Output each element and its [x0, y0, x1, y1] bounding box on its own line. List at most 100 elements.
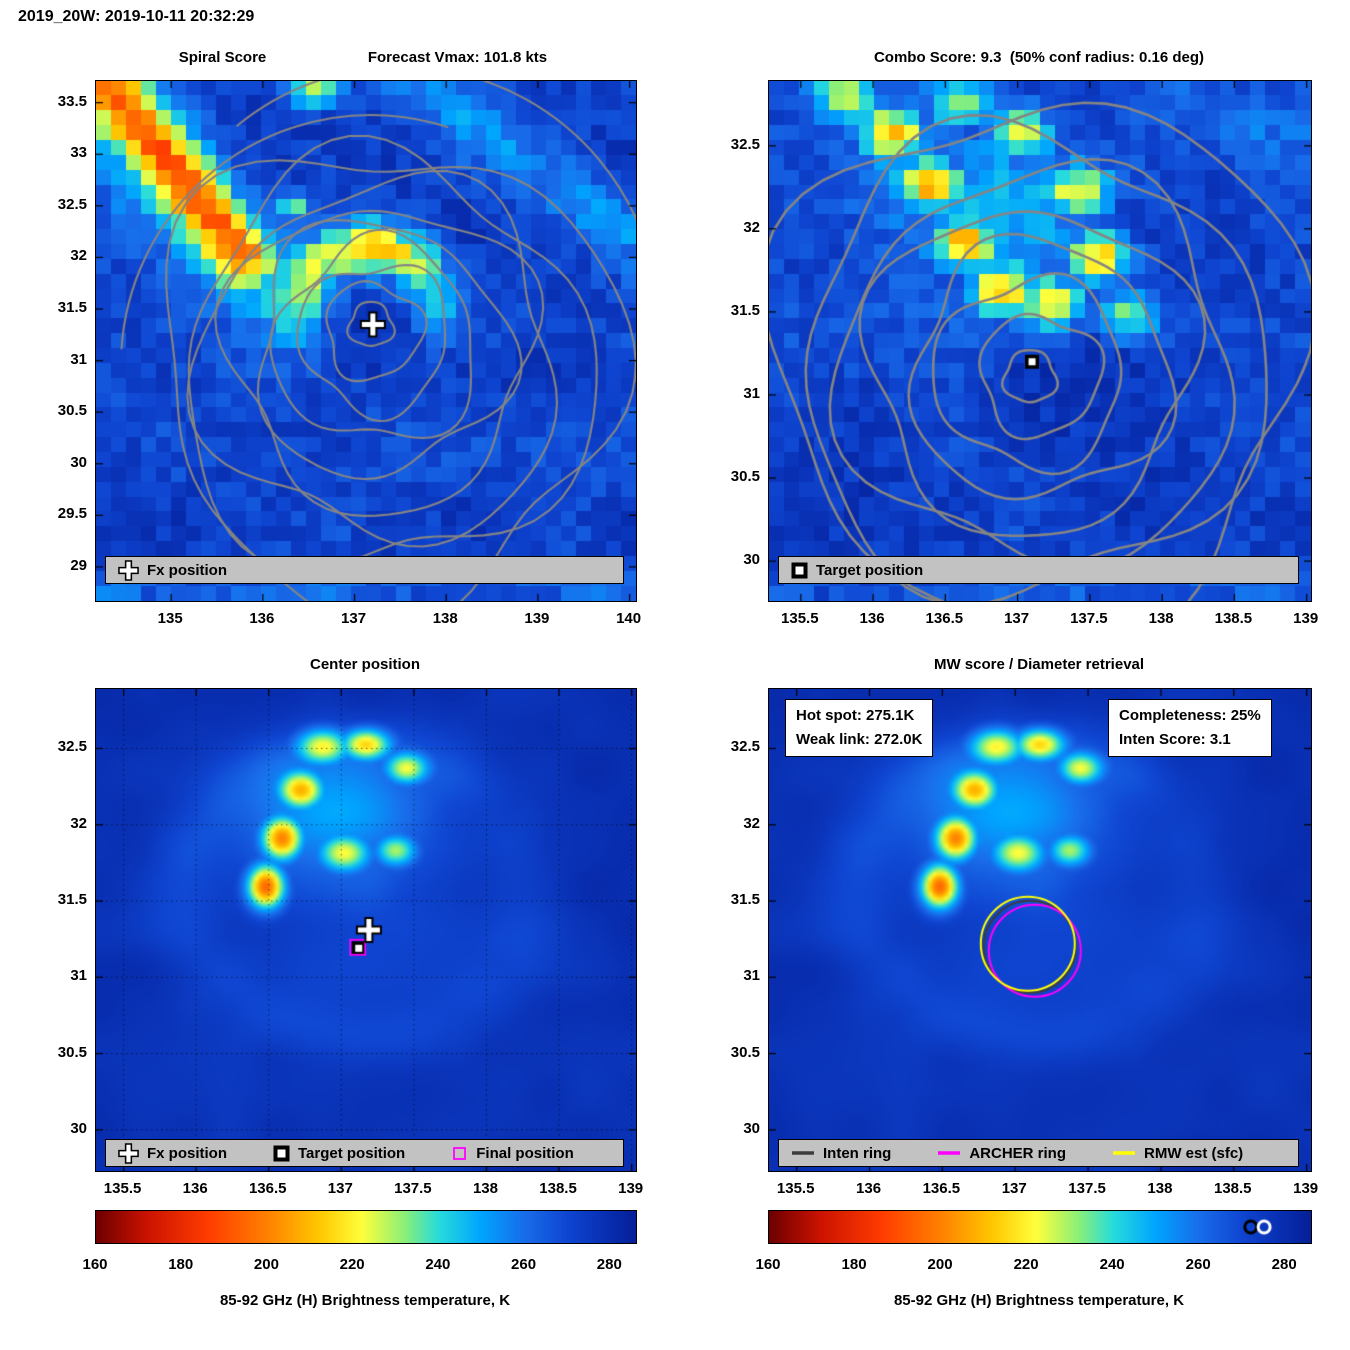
center-y-tick-32: 32 [70, 814, 87, 832]
mw-x-tick-137.5: 137.5 [1068, 1180, 1106, 1197]
spiral-y-tick-32: 32 [70, 247, 87, 265]
combo-legend: Target position [778, 556, 1299, 584]
center-x-tick-139: 139 [618, 1180, 644, 1197]
mw-y-tick-32: 32 [743, 814, 760, 832]
legend-label: Target position [298, 1144, 406, 1162]
spiral-x-tick-136: 136 [249, 610, 275, 627]
spiral-x-tick-138: 138 [432, 610, 458, 627]
cb-mw-tick-200: 200 [927, 1256, 953, 1273]
center-y-tick-32.5: 32.5 [57, 738, 87, 756]
hotspot-weaklink-box: Hot spot: 275.1K Weak link: 272.0K [785, 699, 934, 757]
spiral-panel-subtitle: Forecast Vmax: 101.8 kts [367, 49, 548, 66]
fx-cross-icon [118, 559, 139, 581]
weak-link-value: Weak link: 272.0K [796, 731, 923, 748]
combo-panel-title: Combo Score: 9.3 (50% conf radius: 0.16 … [873, 49, 1205, 66]
mw-y-tick-30.5: 30.5 [730, 1043, 760, 1061]
colorbar-right-label: 85-92 GHz (H) Brightness temperature, K [893, 1292, 1185, 1309]
legend-label: RMW est (sfc) [1144, 1144, 1244, 1162]
figure-header-timestamp: 2019_20W: 2019-10-11 20:32:29 [18, 8, 255, 25]
center-x-tick-137: 137 [327, 1180, 353, 1197]
spiral-y-tick-33: 33 [70, 144, 87, 162]
mw-y-tick-31.5: 31.5 [730, 891, 760, 909]
spiral-x-tick-140: 140 [616, 610, 642, 627]
completeness-box: Completeness: 25% Inten Score: 3.1 [1108, 699, 1272, 757]
center-x-tick-135.5: 135.5 [103, 1180, 142, 1197]
mw-x-tick-138: 138 [1147, 1180, 1173, 1197]
combo-x-tick-135.5: 135.5 [781, 610, 819, 627]
cb-mw-tick-220: 220 [1013, 1256, 1039, 1273]
center-y-tick-30: 30 [70, 1119, 87, 1137]
mw-diameter-map [768, 688, 1312, 1172]
mw-legend-item: Inten ring [791, 1145, 891, 1162]
combo-y-tick-31.5: 31.5 [730, 301, 760, 319]
combo-x-tick-138: 138 [1148, 610, 1174, 627]
center-position-map [95, 688, 637, 1172]
legend-label: Fx position [147, 1144, 227, 1162]
spiral-y-tick-29: 29 [70, 556, 87, 574]
cb-mw-tick-260: 260 [1185, 1256, 1211, 1273]
spiral-x-tick-135: 135 [157, 610, 183, 627]
target-square-icon [791, 562, 808, 579]
mw-x-tick-139: 139 [1293, 1180, 1319, 1197]
fx-cross-icon [118, 1142, 139, 1164]
center-x-tick-136: 136 [182, 1180, 208, 1197]
center-y-tick-31.5: 31.5 [57, 891, 87, 909]
center-legend-item: Fx position [118, 1142, 227, 1164]
mw-x-tick-136.5: 136.5 [922, 1180, 961, 1197]
brightness-colorbar-right [768, 1210, 1312, 1244]
cb-center-tick-220: 220 [339, 1256, 365, 1273]
archer-line-icon [937, 1148, 961, 1158]
spiral-legend-item: Fx position [118, 559, 227, 581]
mw-x-tick-137: 137 [1001, 1180, 1027, 1197]
inten-score-value: Inten Score: 3.1 [1119, 731, 1231, 748]
inten-line-icon [791, 1148, 815, 1158]
combo-x-tick-138.5: 138.5 [1214, 610, 1253, 627]
cb-mw-tick-160: 160 [755, 1256, 781, 1273]
combo-y-tick-30.5: 30.5 [730, 468, 760, 486]
spiral-panel-title: Spiral Score [178, 49, 267, 66]
cb-mw-tick-280: 280 [1271, 1256, 1297, 1273]
spiral-y-tick-30: 30 [70, 453, 87, 471]
final-square-icon [451, 1145, 468, 1162]
rmw-line-icon [1112, 1148, 1136, 1158]
spiral-x-tick-137: 137 [341, 610, 367, 627]
mw-panel-title: MW score / Diameter retrieval [933, 656, 1145, 673]
spiral-y-tick-33.5: 33.5 [57, 92, 87, 110]
mw-legend-item: RMW est (sfc) [1112, 1145, 1243, 1162]
mw-legend-item: ARCHER ring [937, 1145, 1066, 1162]
mw-legend: Inten ring ARCHER ring RMW est (sfc) [778, 1139, 1299, 1167]
brightness-colorbar-left [95, 1210, 637, 1244]
combo-x-tick-139: 139 [1293, 610, 1319, 627]
spiral-y-tick-32.5: 32.5 [57, 195, 87, 213]
mw-y-tick-32.5: 32.5 [730, 738, 760, 756]
spiral-y-tick-30.5: 30.5 [57, 402, 87, 420]
spiral-y-tick-29.5: 29.5 [57, 505, 87, 523]
cb-center-tick-280: 280 [596, 1256, 622, 1273]
center-legend: Fx position Target position Final position [105, 1139, 624, 1167]
combo-score-map [768, 80, 1312, 602]
combo-x-tick-137: 137 [1004, 610, 1030, 627]
combo-y-tick-31: 31 [743, 384, 760, 402]
combo-legend-item: Target position [791, 562, 923, 579]
center-y-tick-31: 31 [70, 967, 87, 985]
mw-y-tick-30: 30 [743, 1119, 760, 1137]
spiral-y-tick-31.5: 31.5 [57, 299, 87, 317]
legend-label: Inten ring [823, 1144, 892, 1162]
target-square-icon [273, 1145, 290, 1162]
center-y-tick-30.5: 30.5 [57, 1043, 87, 1061]
cb-center-tick-260: 260 [511, 1256, 537, 1273]
center-x-tick-138: 138 [472, 1180, 498, 1197]
mw-y-tick-31: 31 [743, 967, 760, 985]
center-x-tick-137.5: 137.5 [394, 1180, 432, 1197]
spiral-legend: Fx position [105, 556, 624, 584]
mw-x-tick-138.5: 138.5 [1213, 1180, 1252, 1197]
legend-label: ARCHER ring [969, 1144, 1066, 1162]
cb-center-tick-160: 160 [82, 1256, 108, 1273]
center-x-tick-138.5: 138.5 [539, 1180, 577, 1197]
spiral-x-tick-139: 139 [524, 610, 550, 627]
combo-y-tick-32.5: 32.5 [730, 135, 760, 153]
cb-center-tick-180: 180 [168, 1256, 194, 1273]
cb-mw-tick-180: 180 [841, 1256, 867, 1273]
mw-x-tick-135.5: 135.5 [776, 1180, 815, 1197]
